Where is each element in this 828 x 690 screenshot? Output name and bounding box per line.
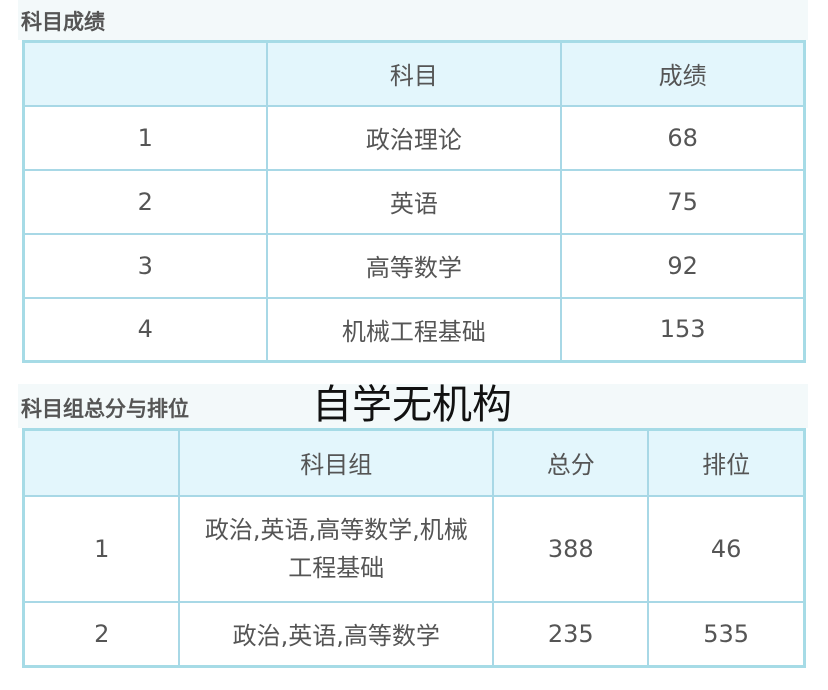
row-index: 1 [22,494,181,603]
table-row: 4 机械工程基础 153 [22,296,806,363]
table-row: 1 政治,英语,高等数学,机械工程基础 388 46 [22,494,806,603]
row-index: 2 [22,168,268,235]
row-total: 235 [492,600,650,668]
row-score: 153 [560,296,806,363]
table-row: 1 政治理论 68 [22,104,806,171]
row-rank: 535 [647,600,806,668]
row-group: 政治,英语,高等数学 [178,600,495,668]
row-score: 75 [560,168,806,235]
header-score: 成绩 [560,40,806,107]
row-group-text: 政治,英语,高等数学,机械工程基础 [204,515,468,582]
row-index: 1 [22,104,268,171]
section-title-groups: 科目组总分与排位 [21,397,189,421]
header-index [22,428,181,497]
row-score: 92 [560,232,806,299]
row-group: 政治,英语,高等数学,机械工程基础 [178,494,495,603]
row-subject: 机械工程基础 [265,296,563,363]
row-index: 2 [22,600,181,668]
row-index: 4 [22,296,268,363]
scores-table: 科目 成绩 1 政治理论 68 2 英语 75 3 高等数学 92 4 机械工程… [22,40,806,363]
row-rank: 46 [647,494,806,603]
header-total: 总分 [492,428,650,497]
table-row: 2 英语 75 [22,168,806,235]
table-header-row: 科目 成绩 [22,40,806,107]
table-header-row: 科目组 总分 排位 [22,428,806,497]
row-subject: 英语 [265,168,563,235]
header-subject: 科目 [265,40,563,107]
header-group: 科目组 [178,428,495,497]
header-index [22,40,268,107]
section-title-scores: 科目成绩 [21,10,105,34]
group-table: 科目组 总分 排位 1 政治,英语,高等数学,机械工程基础 388 46 2 政… [22,428,806,668]
watermark: 自学无机构 [312,382,512,428]
row-subject: 政治理论 [265,104,563,171]
section-header-band [18,0,808,40]
table-row: 2 政治,英语,高等数学 235 535 [22,600,806,668]
row-total: 388 [492,494,650,603]
header-rank: 排位 [647,428,806,497]
row-index: 3 [22,232,268,299]
row-score: 68 [560,104,806,171]
section-header-band [18,384,808,428]
row-subject: 高等数学 [265,232,563,299]
table-row: 3 高等数学 92 [22,232,806,299]
